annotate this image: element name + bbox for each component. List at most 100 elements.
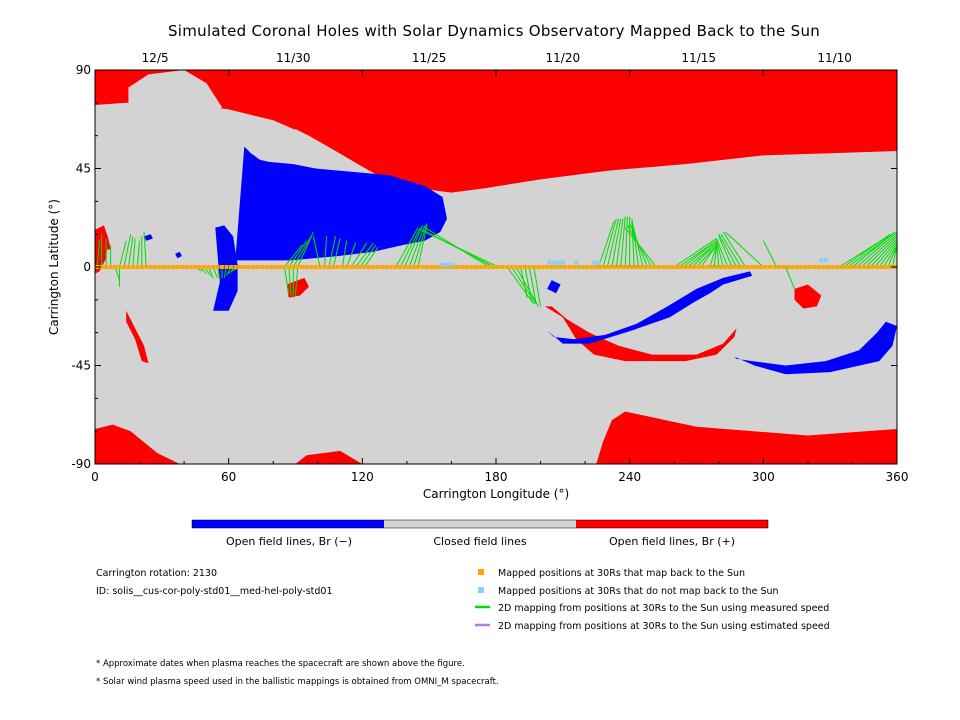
mapped-point	[104, 265, 109, 269]
legend-swatch-not-mapped	[478, 587, 484, 593]
closed-field-region	[128, 70, 222, 127]
measured-mapping-line	[132, 238, 136, 268]
measured-mapping-line	[288, 266, 292, 296]
mapped-point	[852, 265, 857, 269]
unmapped-point	[560, 260, 565, 265]
mapped-point	[139, 265, 144, 269]
measured-mapping-line	[395, 227, 419, 268]
mapped-point	[674, 265, 679, 269]
mapped-point	[500, 265, 505, 269]
mapped-point	[469, 265, 474, 269]
mapped-point	[228, 265, 233, 269]
mapped-point	[866, 265, 871, 269]
x-axis: 0 60 120 180 240 300 360	[91, 70, 908, 484]
mapped-point	[260, 265, 265, 269]
x-axis-label: Carrington Longitude (°)	[423, 487, 569, 501]
unmapped-point	[574, 260, 579, 265]
x-tick-label: 360	[886, 470, 909, 484]
mapped-point	[460, 265, 465, 269]
mapped-point	[402, 265, 407, 269]
measured-mapping-line	[119, 240, 127, 268]
mapped-point	[473, 265, 478, 269]
mapped-point	[514, 265, 519, 269]
measured-mapping-line	[217, 266, 221, 281]
mapped-point	[598, 265, 603, 269]
mapped-point	[589, 265, 594, 269]
mapped-point	[233, 265, 238, 269]
mapped-point	[678, 265, 683, 269]
mapped-point	[861, 265, 866, 269]
mapped-point	[567, 265, 572, 269]
mapped-point	[398, 265, 403, 269]
mapped-point	[482, 265, 487, 269]
mapped-point	[478, 265, 483, 269]
mapped-point	[175, 265, 180, 269]
measured-mapping-line	[624, 216, 628, 268]
mapped-point	[162, 265, 167, 269]
mapped-point	[429, 265, 434, 269]
negative-open-field-region	[547, 271, 753, 344]
colorbar: Open field lines, Br (−) Closed field li…	[191, 519, 769, 548]
measured-mapping-line	[420, 229, 499, 268]
mapped-point	[839, 265, 844, 269]
mapped-point	[594, 265, 599, 269]
negative-open-field-region	[175, 251, 182, 259]
positive-open-field-region	[95, 70, 897, 193]
mapped-point	[888, 265, 893, 269]
field-regions	[95, 70, 897, 464]
measured-mapping-line	[611, 218, 622, 268]
mapped-point	[803, 265, 808, 269]
mapped-point	[585, 265, 590, 269]
measured-mapping-line	[292, 236, 312, 268]
mapped-point	[384, 265, 389, 269]
mapped-point	[571, 265, 576, 269]
measured-mapping-line	[673, 238, 717, 268]
legend-label-measured: 2D mapping from positions at 30Rs to the…	[498, 603, 829, 614]
mapped-point	[286, 265, 291, 269]
measured-mapping-line	[696, 244, 717, 268]
mapped-point	[759, 265, 764, 269]
measured-mapping-line	[283, 266, 290, 294]
mapped-point	[496, 265, 501, 269]
y-tick-label: 90	[76, 63, 91, 77]
mapped-point	[825, 265, 830, 269]
measured-mapping-line	[700, 244, 717, 268]
measured-mapping-line	[785, 266, 795, 290]
mapped-point	[148, 265, 153, 269]
mapped-point	[282, 265, 287, 269]
measured-mapping-line	[624, 227, 657, 268]
mapped-point	[781, 265, 786, 269]
mapped-point	[883, 265, 888, 269]
measured-mapping-line	[887, 244, 897, 268]
mapped-point	[371, 265, 376, 269]
measured-mapping-line	[341, 240, 348, 268]
mapped-point	[768, 265, 773, 269]
measured-mapping-line	[295, 266, 299, 296]
mapped-point	[505, 265, 510, 269]
mapped-point	[509, 265, 514, 269]
measured-mapping-line	[364, 247, 379, 268]
y-axis: -90 -45 0 45 90	[71, 63, 897, 471]
measured-mapping-line	[606, 218, 620, 268]
mapped-points	[95, 258, 897, 269]
measured-mapping-line	[123, 234, 132, 268]
mapped-point	[309, 265, 314, 269]
measured-mapping-line	[682, 240, 717, 268]
x-tick-label: 240	[618, 470, 641, 484]
unmapped-point	[449, 262, 454, 267]
carrington-rotation-text: Carrington rotation: 2130	[96, 568, 217, 579]
mapped-point	[870, 265, 875, 269]
mapped-point	[113, 265, 118, 269]
mapped-point	[549, 265, 554, 269]
positive-open-field-region	[794, 284, 822, 309]
mapped-point	[652, 265, 657, 269]
mapped-point	[616, 265, 621, 269]
mapped-point	[304, 265, 309, 269]
mapped-point	[335, 265, 340, 269]
mapped-point	[834, 265, 839, 269]
mapped-point	[821, 265, 826, 269]
mapped-point	[219, 265, 224, 269]
top-date-label: 11/15	[681, 51, 716, 65]
mapped-point	[424, 265, 429, 269]
